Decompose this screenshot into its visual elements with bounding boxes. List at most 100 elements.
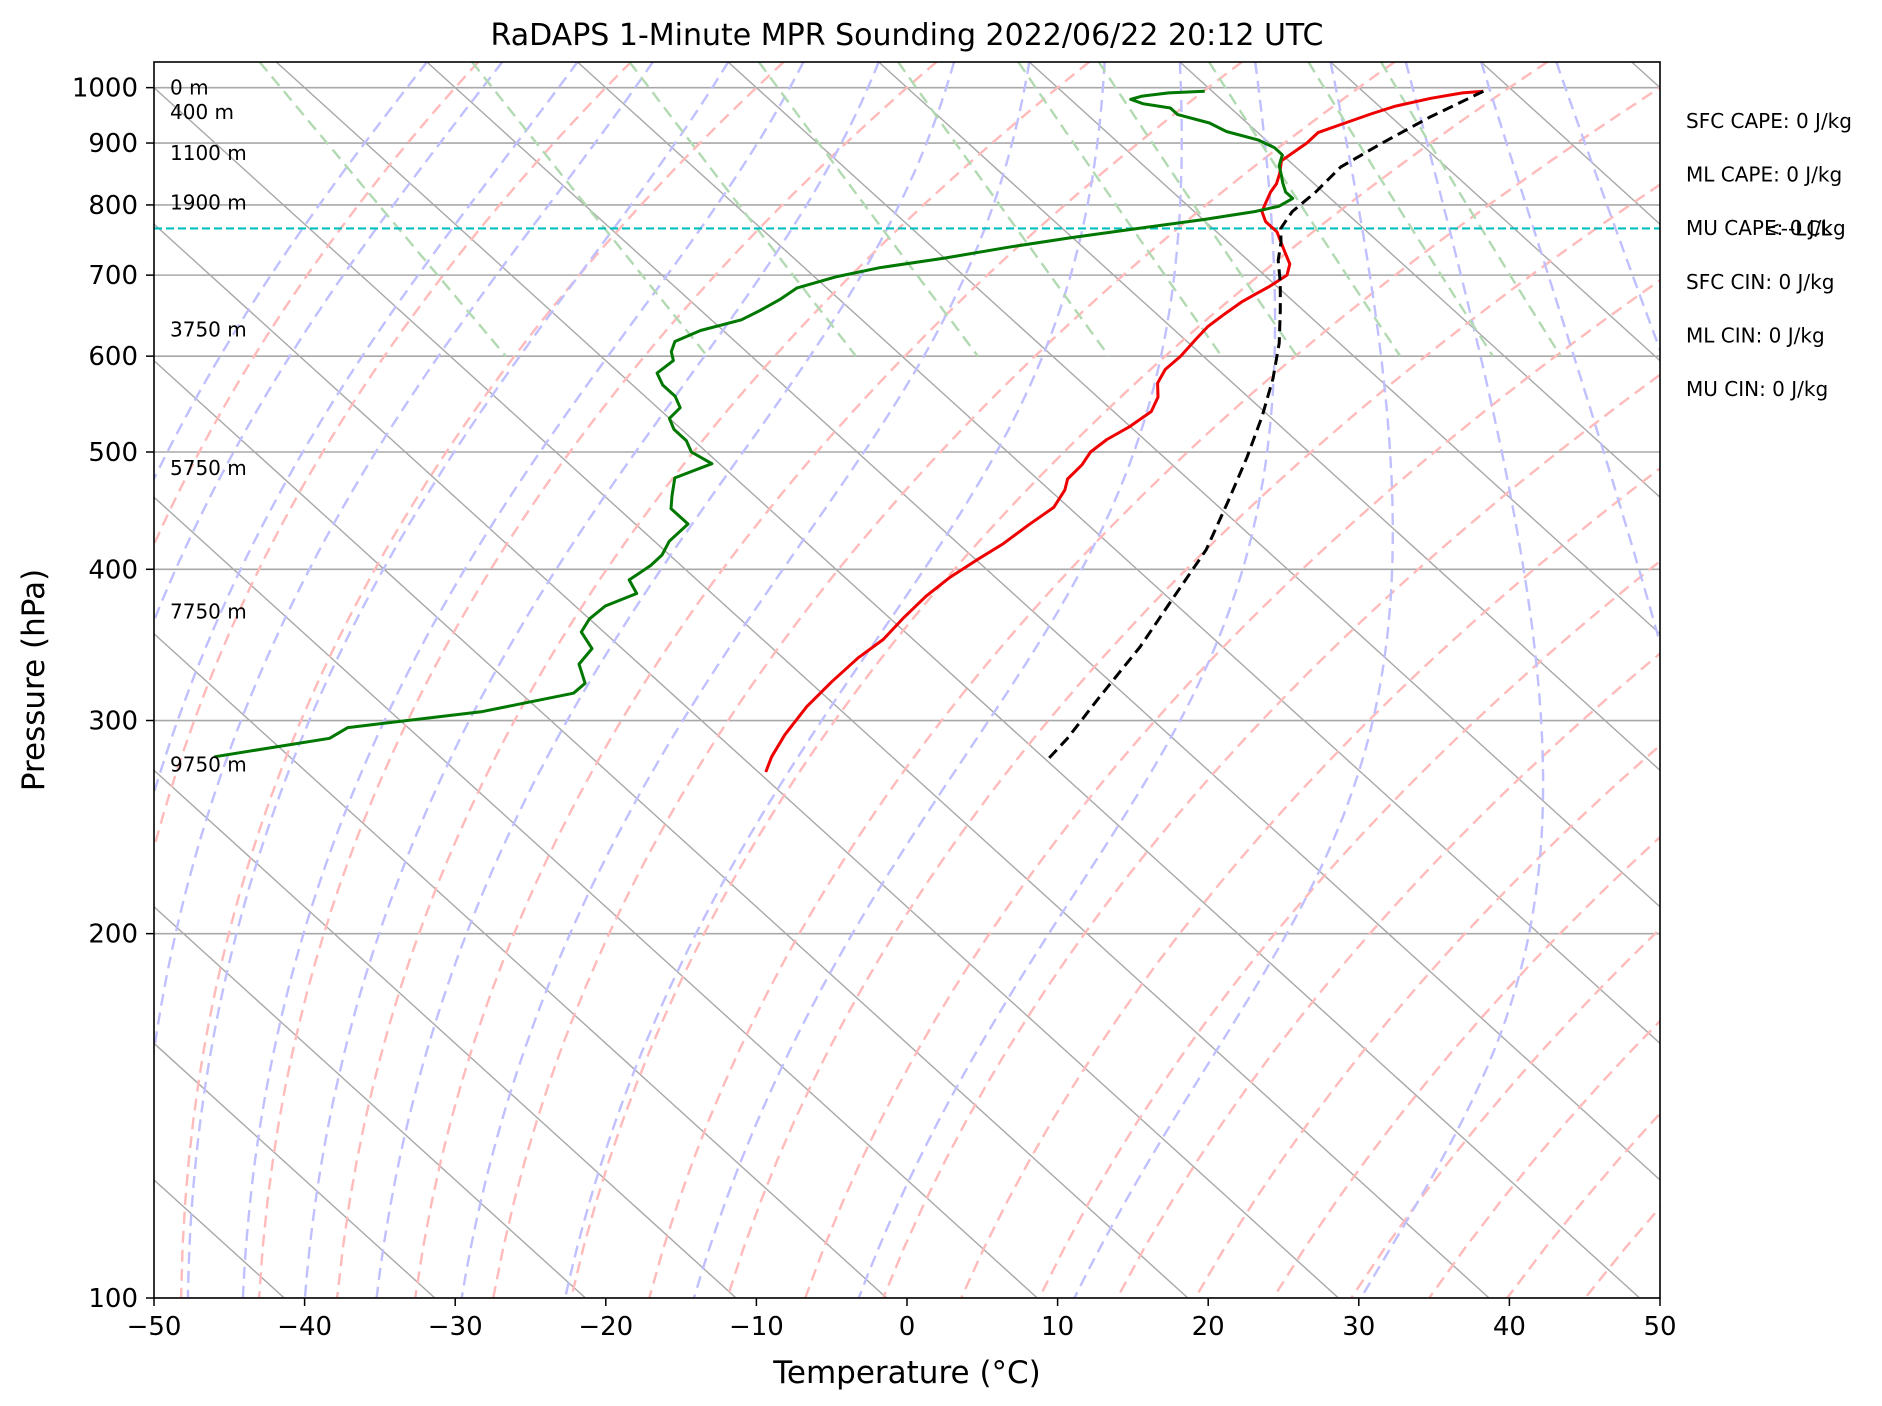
y-tick-label: 900 <box>88 129 138 159</box>
isotherm-line <box>1179 62 1660 499</box>
y-tick-label: 200 <box>88 920 138 950</box>
isotherm-line <box>577 62 1660 1045</box>
moist-adiabat-line <box>154 62 654 1059</box>
stability-annotation: MU CAPE: 0 J/kg <box>1686 216 1846 240</box>
isotherm-line <box>154 359 1189 1298</box>
background-grid <box>154 62 1660 1298</box>
x-tick-label: 20 <box>1192 1312 1225 1342</box>
y-axis: 100 200 300 400 500 600 700 800 900 1000 <box>72 74 154 1314</box>
dewpoint-trace <box>214 89 1295 759</box>
isotherm-line <box>727 62 1660 908</box>
height-labels: 9750 m 7750 m 5750 m 3750 m 1900 m 1100 m 400 … <box>170 76 247 777</box>
x-tick-label: −20 <box>578 1312 633 1342</box>
height-label: 7750 m <box>170 600 247 624</box>
x-axis: −50 −40 −30 −20 −10 0 10 20 30 40 50 <box>127 1298 1677 1342</box>
moist-adiabat-line <box>460 62 1031 1298</box>
sounding-profiles <box>214 89 1485 773</box>
dry-adiabat-line <box>726 183 1660 1298</box>
moist-adiabat-line <box>1359 62 1545 1298</box>
x-tick-label: −40 <box>277 1312 332 1342</box>
dry-adiabat-line <box>492 62 1396 1298</box>
isotherm-line <box>275 62 1641 1298</box>
y-tick-label: 600 <box>88 342 138 372</box>
height-label: 400 m <box>170 100 234 124</box>
x-axis-title: Temperature (°C) <box>772 1355 1041 1391</box>
moist-adiabat-line <box>692 62 1183 1298</box>
dry-adiabat-line <box>882 373 1660 1298</box>
stability-annotation: ML CAPE: 0 J/kg <box>1686 163 1842 187</box>
mixing-ratio-line <box>757 62 979 357</box>
isotherm-line <box>878 62 1660 772</box>
dry-adiabat-line <box>414 62 1243 1298</box>
moist-adiabat-line <box>154 62 579 797</box>
y-tick-label: 700 <box>88 261 138 291</box>
mixing-ratio-line <box>1307 62 1494 357</box>
moist-adiabat-line <box>154 62 504 624</box>
height-label: 1900 m <box>170 190 247 214</box>
x-tick-label: −10 <box>729 1312 784 1342</box>
y-tick-label: 400 <box>88 555 138 585</box>
height-label: 3750 m <box>170 318 247 342</box>
lcl-label: <--LCL <box>1764 216 1832 240</box>
dry-adiabat-line <box>960 466 1660 1298</box>
chart-title: RaDAPS 1-Minute MPR Sounding 2022/06/22 … <box>491 18 1324 53</box>
stability-annotations: SFC CAPE: 0 J/kg ML CAPE: 0 J/kg MU CAPE: … <box>1686 109 1852 401</box>
parcel-path <box>1045 89 1485 762</box>
dry-adiabat-line <box>335 62 1090 1298</box>
x-tick-label: −50 <box>127 1312 182 1342</box>
isotherm-line <box>154 1042 436 1298</box>
dry-adiabat-line <box>1194 743 1660 1298</box>
stability-annotation: SFC CAPE: 0 J/kg <box>1686 109 1852 133</box>
dry-adiabat-line <box>1038 559 1660 1298</box>
dry-adiabat-line <box>257 62 938 1298</box>
mixing-ratio-line <box>1208 62 1402 357</box>
height-label: 5750 m <box>170 456 247 480</box>
moist-adiabat-line <box>303 62 880 1298</box>
isotherm-line <box>154 769 737 1298</box>
y-tick-label: 1000 <box>72 74 138 104</box>
dry-adiabat-line <box>179 62 785 1298</box>
moist-adiabat-line <box>563 62 1106 1298</box>
x-tick-label: 40 <box>1493 1312 1526 1342</box>
temperature-trace <box>764 89 1484 773</box>
moist-adiabat-line <box>186 62 730 1298</box>
mixing-ratio-line <box>628 62 857 357</box>
x-tick-label: 30 <box>1342 1312 1375 1342</box>
y-tick-label: 500 <box>88 438 138 468</box>
dry-adiabat-line <box>648 86 1660 1298</box>
isotherm-line <box>154 86 1490 1298</box>
dry-adiabat-line <box>804 278 1660 1298</box>
mixing-ratio-line <box>1017 62 1223 357</box>
isotherm-line <box>1028 62 1660 635</box>
height-label: 1100 m <box>170 141 247 165</box>
height-label: 0 m <box>170 76 209 100</box>
moist-adiabat-line <box>1479 62 1660 648</box>
isotherm-line <box>1330 62 1660 362</box>
mixing-ratio-line <box>897 62 1110 357</box>
x-tick-label: 50 <box>1643 1312 1676 1342</box>
isotherm-line <box>154 905 586 1298</box>
moist-adiabat-line <box>1073 62 1395 1298</box>
lcl-layer: <--LCL <box>154 216 1832 240</box>
y-tick-label: 800 <box>88 191 138 221</box>
stability-annotation: MU CIN: 0 J/kg <box>1686 377 1828 401</box>
isotherm-line <box>154 496 1038 1298</box>
moist-adiabat-line <box>154 62 428 482</box>
y-tick-label: 100 <box>88 1284 138 1314</box>
dry-adiabat-line <box>154 62 632 853</box>
stability-annotation: ML CIN: 0 J/kg <box>1686 323 1825 347</box>
mixing-ratio-line <box>1380 62 1562 357</box>
moist-adiabat-line <box>241 62 805 1298</box>
x-tick-label: 10 <box>1041 1312 1074 1342</box>
x-tick-label: −30 <box>428 1312 483 1342</box>
isotherm-line <box>154 632 888 1298</box>
stability-annotation: SFC CIN: 0 J/kg <box>1686 270 1834 294</box>
dry-adiabat-line <box>570 62 1548 1298</box>
moist-adiabat-line <box>375 62 956 1298</box>
mixing-ratio-line <box>1097 62 1298 357</box>
x-tick-label: 0 <box>899 1312 916 1342</box>
y-axis-title: Pressure (hPa) <box>16 569 52 791</box>
mixing-ratio-line <box>471 62 709 357</box>
